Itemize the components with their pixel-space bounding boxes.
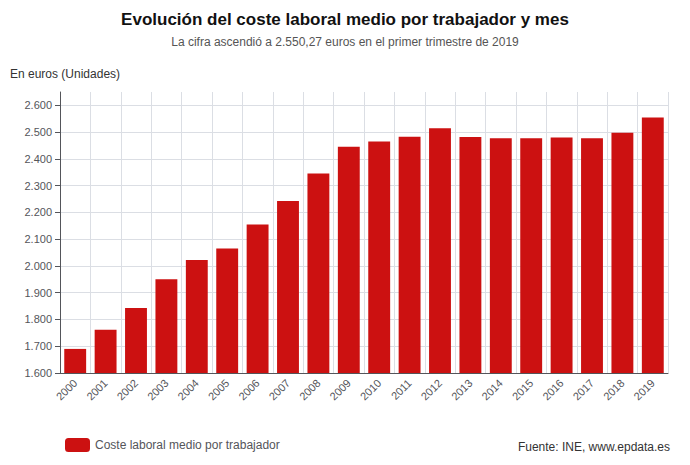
svg-text:Coste laboral medio por trabaj: Coste laboral medio por trabajador [95,438,280,452]
svg-text:2.500: 2.500 [24,126,52,138]
svg-text:2017: 2017 [570,377,596,403]
svg-text:2016: 2016 [540,377,566,403]
svg-text:2019: 2019 [631,377,657,403]
svg-text:2007: 2007 [266,377,292,403]
svg-text:2010: 2010 [358,377,384,403]
svg-text:2.100: 2.100 [24,233,52,245]
svg-text:Evolución del coste laboral me: Evolución del coste laboral medio por tr… [121,10,569,29]
svg-text:La cifra ascendió a 2.550,27 e: La cifra ascendió a 2.550,27 euros en el… [171,35,519,49]
svg-text:1.600: 1.600 [24,367,52,379]
svg-text:2.400: 2.400 [24,153,52,165]
svg-text:2.000: 2.000 [24,260,52,272]
svg-text:2006: 2006 [236,377,262,403]
svg-text:2005: 2005 [206,377,232,403]
svg-text:En euros (Unidades): En euros (Unidades) [10,67,120,81]
svg-text:Fuente: INE, www.epdata.es: Fuente: INE, www.epdata.es [518,440,670,454]
svg-text:2009: 2009 [327,377,353,403]
svg-text:2001: 2001 [84,377,110,403]
svg-text:1.800: 1.800 [24,313,52,325]
svg-text:2.300: 2.300 [24,180,52,192]
svg-text:2008: 2008 [297,377,323,403]
svg-text:2013: 2013 [449,377,475,403]
svg-text:2003: 2003 [145,377,171,403]
svg-text:2.200: 2.200 [24,206,52,218]
svg-text:1.900: 1.900 [24,287,52,299]
svg-text:2018: 2018 [601,377,627,403]
svg-text:2011: 2011 [389,377,414,402]
svg-text:2004: 2004 [175,377,201,403]
svg-text:2002: 2002 [114,377,140,403]
svg-text:1.700: 1.700 [24,340,52,352]
svg-text:2000: 2000 [54,377,80,403]
svg-text:2.600: 2.600 [24,99,52,111]
svg-text:2015: 2015 [510,377,536,403]
svg-text:2014: 2014 [479,377,505,403]
svg-text:2012: 2012 [418,377,444,403]
